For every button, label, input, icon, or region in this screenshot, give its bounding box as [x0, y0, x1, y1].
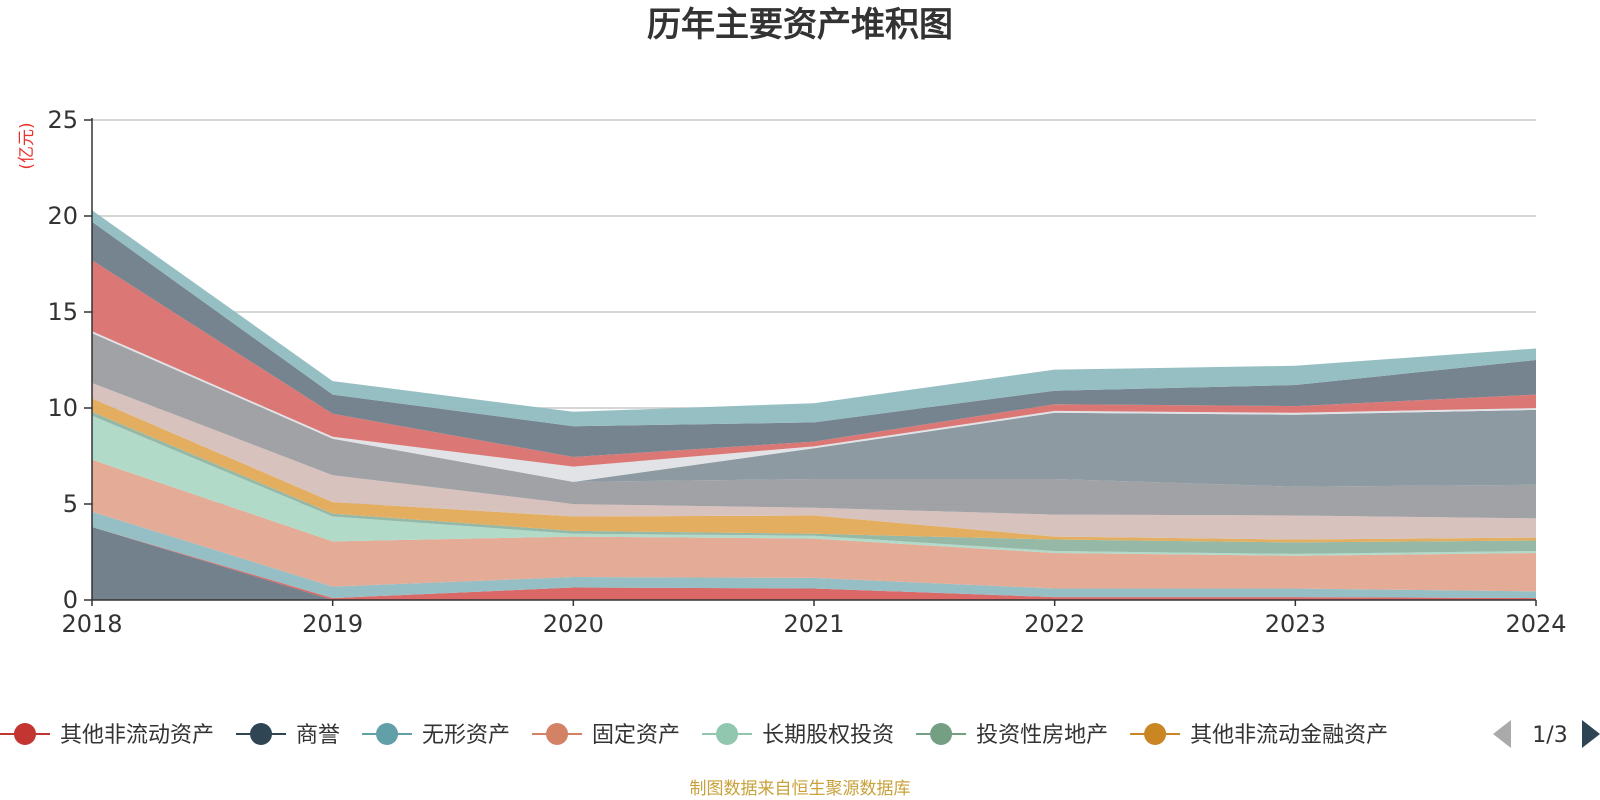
x-tick-label: 2024 — [1505, 610, 1566, 638]
legend-label: 无形资产 — [422, 723, 510, 748]
legend-label: 长期股权投资 — [762, 723, 894, 748]
legend-label: 其他非流动金融资产 — [1190, 723, 1388, 748]
legend-dot-icon — [546, 723, 569, 745]
legend-item[interactable]: 其他非流动资产 — [0, 723, 214, 748]
x-tick-label: 2023 — [1265, 610, 1326, 638]
legend-dot-icon — [14, 723, 36, 745]
x-tick-labels: 2018 2019 2020 2021 2022 2023 2024 — [61, 600, 1567, 638]
y-tick-label: 5 — [63, 490, 78, 518]
x-tick-label: 2018 — [61, 610, 122, 638]
legend-item[interactable]: 固定资产 — [532, 723, 680, 748]
legend-item[interactable]: 长期股权投资 — [702, 723, 894, 748]
legend-label: 固定资产 — [592, 723, 680, 748]
legend: 其他非流动资产 商誉 无形资产 固定资产 长期股权投资 投资性房地产 其他非流动金融资产 — [0, 723, 1388, 748]
chart-title: 历年主要资产堆积图 — [647, 5, 953, 45]
legend-item[interactable]: 其他非流动金融资产 — [1130, 723, 1388, 748]
y-tick-label: 20 — [47, 202, 78, 230]
source-note: 制图数据来自恒生聚源数据库 — [690, 779, 911, 799]
y-tick-label: 15 — [47, 298, 78, 326]
legend-page-indicator: 1/3 — [1532, 723, 1567, 748]
legend-next-page-icon[interactable] — [1582, 720, 1600, 748]
area-series — [92, 459, 1536, 592]
legend-item[interactable]: 无形资产 — [362, 723, 510, 748]
legend-dot-icon — [716, 723, 739, 745]
y-tick-label: 25 — [47, 106, 78, 134]
legend-dot-icon — [250, 723, 273, 745]
area-series — [92, 333, 1536, 519]
x-tick-label: 2020 — [543, 610, 604, 638]
x-tick-label: 2021 — [783, 610, 844, 638]
legend-dot-icon — [376, 723, 399, 745]
legend-item[interactable]: 投资性房地产 — [916, 723, 1108, 748]
area-series-group — [92, 210, 1536, 600]
legend-label: 其他非流动资产 — [60, 723, 214, 748]
y-tick-label: 0 — [63, 586, 78, 614]
y-tick-labels: 0 5 10 15 20 25 — [47, 106, 78, 614]
area-series — [92, 221, 1536, 457]
y-axis-label: (亿元) — [17, 122, 37, 169]
y-tick-label: 10 — [47, 394, 78, 422]
area-series — [92, 527, 1536, 600]
legend-item[interactable]: 商誉 — [236, 723, 340, 748]
area-series — [92, 511, 1536, 599]
legend-dot-icon — [930, 723, 953, 745]
legend-pager: 1/3 — [1493, 720, 1600, 748]
legend-label: 商誉 — [296, 723, 340, 748]
area-series — [92, 333, 1536, 487]
legend-label: 投资性房地产 — [976, 723, 1108, 748]
x-tick-label: 2022 — [1024, 610, 1085, 638]
area-series — [92, 210, 1536, 427]
legend-dot-icon — [1144, 723, 1167, 745]
area-series — [92, 383, 1536, 540]
x-tick-label: 2019 — [302, 610, 363, 638]
legend-prev-page-icon[interactable] — [1493, 720, 1511, 748]
